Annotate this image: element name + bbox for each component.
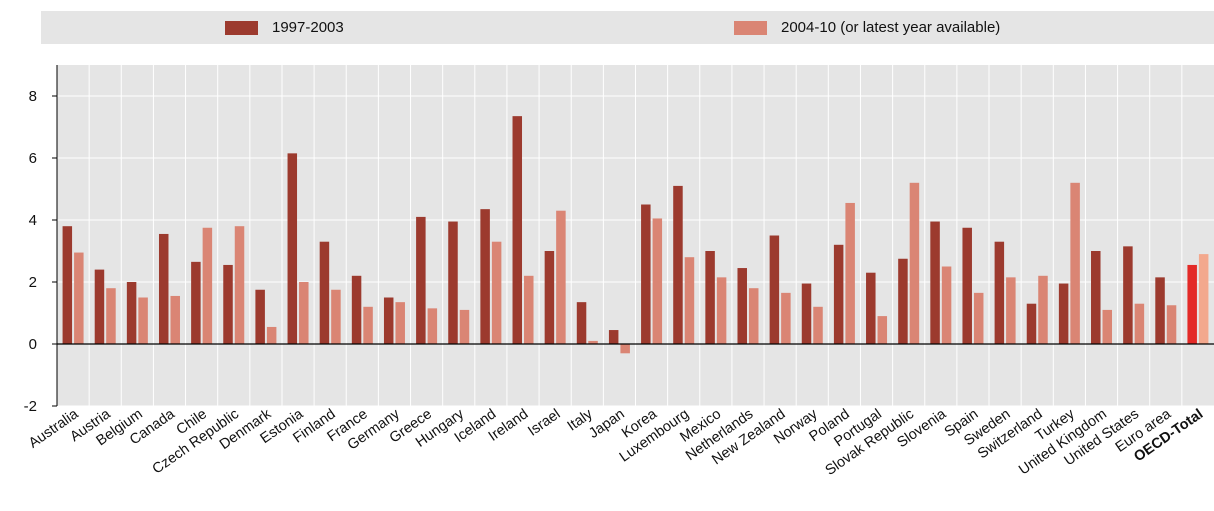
x-tick-label: Israel <box>525 406 563 439</box>
bar-2 <box>877 316 888 344</box>
bar-1 <box>480 209 490 344</box>
bar-2 <box>781 292 791 344</box>
bar-2 <box>106 288 116 344</box>
bar-2 <box>266 326 277 344</box>
bar-2 <box>138 297 148 344</box>
bar-2 <box>1198 254 1209 344</box>
bar-2 <box>331 289 341 344</box>
bar-1 <box>641 204 651 344</box>
legend-item-series-1: 1997-2003 <box>225 11 344 44</box>
bar-1 <box>833 244 844 344</box>
bar-1 <box>1155 277 1165 344</box>
bar-1 <box>576 302 587 344</box>
bar-1 <box>544 251 555 344</box>
bar-2 <box>491 241 502 344</box>
bar-1 <box>930 221 940 344</box>
bar-1 <box>705 251 715 344</box>
bar-1 <box>191 261 201 344</box>
bar-1 <box>158 233 169 344</box>
bars <box>62 116 1209 354</box>
bar-2 <box>299 282 309 344</box>
bar-1 <box>351 275 362 344</box>
bar-2 <box>524 275 534 344</box>
bar-1 <box>1026 303 1037 344</box>
bar-1 <box>737 268 747 344</box>
bar-1 <box>994 241 1005 344</box>
legend-label-series-2: 2004-10 (or latest year available) <box>781 19 1001 36</box>
bar-2 <box>1102 309 1113 344</box>
bar-2 <box>909 182 920 344</box>
bar-2 <box>973 292 984 344</box>
legend-swatch-series-2 <box>734 20 767 35</box>
bar-1 <box>1058 283 1069 344</box>
bar-2 <box>748 288 759 344</box>
bar-1 <box>94 269 105 344</box>
legend-label-series-1: 1997-2003 <box>272 19 344 36</box>
bar-2 <box>1070 182 1080 344</box>
bar-1 <box>898 258 908 344</box>
bar-2 <box>588 340 598 344</box>
bar-2 <box>684 257 695 344</box>
bar-2 <box>845 202 855 344</box>
bar-1 <box>62 226 73 344</box>
bar-2 <box>1038 275 1048 344</box>
bar-2 <box>716 277 727 344</box>
y-tick-label: 6 <box>29 150 37 167</box>
bar-2 <box>941 266 952 344</box>
bar-1 <box>1123 246 1133 344</box>
legend-swatch-series-1 <box>225 20 258 35</box>
bar-1 <box>608 330 619 344</box>
bar-2 <box>74 252 84 344</box>
legend-item-series-2: 2004-10 (or latest year available) <box>734 11 1000 44</box>
bar-2 <box>652 218 663 344</box>
bar-1 <box>673 185 683 344</box>
x-tick-label: Japan <box>586 406 628 442</box>
bar-2 <box>363 306 373 344</box>
bar-2 <box>202 227 213 344</box>
bar-1 <box>448 221 458 344</box>
bar-1 <box>383 297 394 344</box>
bar-2 <box>556 210 566 344</box>
bar-2 <box>459 309 470 344</box>
y-tick-label: 2 <box>29 274 37 291</box>
y-tick-label: 8 <box>29 88 37 105</box>
bar-2 <box>813 306 823 344</box>
bar-1 <box>223 264 233 344</box>
axes <box>52 65 1214 407</box>
bar-2 <box>170 295 180 344</box>
bar-2 <box>427 308 438 344</box>
bar-1 <box>126 282 137 344</box>
bar-2 <box>620 344 630 354</box>
y-tick-label: 4 <box>29 212 37 229</box>
grid-lines <box>57 65 1214 407</box>
bar-2 <box>1006 277 1016 344</box>
bar-2 <box>1166 305 1177 344</box>
bar-1 <box>962 227 972 344</box>
bar-2 <box>395 302 405 344</box>
bar-1 <box>287 153 298 344</box>
bar-1 <box>416 216 426 344</box>
bar-1 <box>1187 264 1197 344</box>
bar-1 <box>769 235 780 344</box>
bar-1 <box>1091 251 1101 344</box>
bar-1 <box>512 116 523 345</box>
legend: 1997-2003 2004-10 (or latest year availa… <box>41 11 1214 44</box>
bar-1 <box>319 241 330 344</box>
bar-1 <box>801 283 812 344</box>
y-tick-label: -2 <box>24 398 37 415</box>
bar-1 <box>866 272 876 344</box>
bar-1 <box>255 289 265 344</box>
bar-2 <box>234 226 245 344</box>
bar-2 <box>1134 303 1145 344</box>
y-tick-label: 0 <box>29 336 37 353</box>
